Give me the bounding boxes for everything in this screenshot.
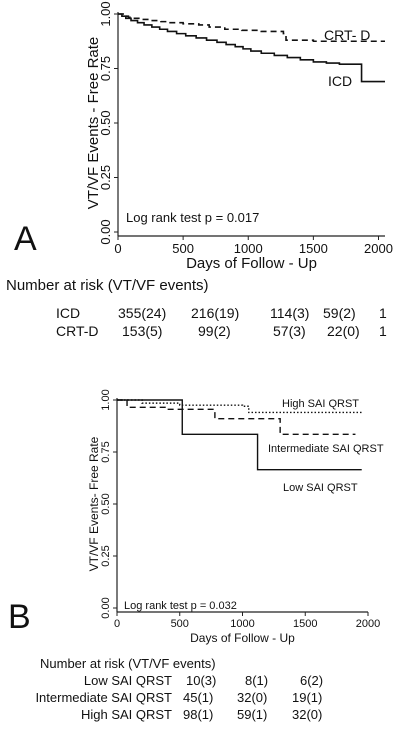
x-tick-label: 1000 (230, 618, 254, 630)
x-tick-label: 0 (114, 618, 120, 630)
x-axis-label: Days of Follow - Up (186, 255, 317, 272)
panel-label: B (8, 598, 31, 636)
series-label: ICD (328, 73, 352, 89)
risk-value: 32(0) (237, 690, 268, 705)
y-tick-label: 0.75 (100, 441, 112, 462)
risk-value: 99(2) (198, 323, 231, 339)
y-tick-label: 0.25 (100, 545, 112, 566)
y-tick-label: 0.00 (98, 219, 113, 244)
series-line (118, 13, 385, 83)
series-line (117, 399, 356, 436)
y-tick-label: 0.00 (100, 597, 112, 618)
risk-table-a-title: Number at risk (VT/VF events) (6, 277, 209, 294)
y-tick-label: 0.50 (98, 110, 113, 135)
risk-value: 19(1) (292, 690, 323, 705)
risk-value: 32(0) (292, 707, 323, 722)
series-label: CRT- D (324, 27, 370, 43)
series-line (117, 399, 362, 414)
log-rank-annotation: Log rank test p = 0.032 (124, 600, 237, 612)
risk-value: 57(3) (273, 323, 306, 339)
risk-row-label: Intermediate SAI QRST (35, 690, 172, 705)
risk-value: 114(3) (270, 305, 310, 321)
y-axis-label: VT/VF Events- Free Rate (87, 436, 101, 571)
x-axis-label: Days of Follow - Up (190, 631, 295, 645)
risk-row-label: CRT-D (56, 323, 99, 339)
y-axis-label: VT/VF Events - Free Rate (85, 37, 102, 210)
series-line (117, 399, 362, 471)
risk-value: 98(1) (183, 707, 214, 722)
x-tick-label: 0 (114, 241, 121, 256)
x-tick-label: 1500 (293, 618, 317, 630)
x-tick-label: 2000 (364, 241, 393, 256)
y-tick-label: 1.00 (98, 1, 113, 26)
risk-value: 216(19) (191, 305, 240, 321)
y-tick-label: 1.00 (100, 389, 112, 410)
y-tick-label: 0.25 (98, 165, 113, 190)
series-line (118, 13, 385, 43)
risk-value: 6(2) (300, 673, 324, 688)
series-label: Intermediate SAI QRST (268, 443, 384, 455)
y-tick-label: 0.50 (100, 493, 112, 514)
x-tick-label: 1000 (234, 241, 263, 256)
x-tick-label: 500 (171, 618, 189, 630)
risk-row-label: Low SAI QRST (83, 673, 172, 688)
risk-value: 153(5) (122, 323, 163, 339)
risk-value: 22(0) (327, 323, 360, 339)
risk-value: 59(1) (237, 707, 268, 722)
series-label: High SAI QRST (282, 398, 359, 410)
risk-value: 45(1) (183, 690, 214, 705)
risk-value: 1 (379, 323, 387, 339)
risk-value: 1 (379, 305, 387, 321)
panel-label: A (14, 220, 37, 258)
series-label: Low SAI QRST (283, 482, 358, 494)
risk-row-label: ICD (56, 305, 81, 321)
risk-value: 355(24) (118, 305, 167, 321)
x-tick-label: 2000 (356, 618, 380, 630)
risk-table-b-title: Number at risk (VT/VF events) (40, 656, 216, 671)
risk-value: 59(2) (323, 305, 356, 321)
risk-value: 10(3) (186, 673, 217, 688)
x-tick-label: 500 (172, 241, 194, 256)
y-tick-label: 0.75 (98, 56, 113, 81)
risk-row-label: High SAI QRST (80, 707, 172, 722)
log-rank-annotation: Log rank test p = 0.017 (126, 210, 259, 225)
x-tick-label: 1500 (299, 241, 328, 256)
risk-value: 8(1) (245, 673, 269, 688)
